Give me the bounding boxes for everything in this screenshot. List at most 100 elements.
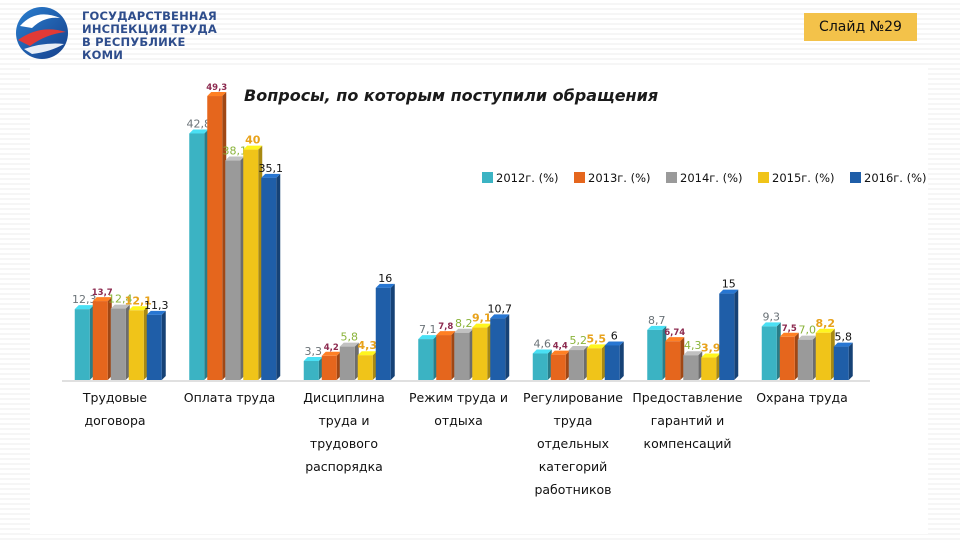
bar-3-2: [357, 355, 373, 380]
data-label-2-1: 38,1: [223, 145, 248, 158]
bar-1-4: [550, 354, 566, 380]
org-name-line3: В РЕСПУБЛИКЕ КОМИ: [82, 35, 186, 62]
legend-label-0: 2012г. (%): [496, 171, 559, 185]
data-label-3-6: 8,2: [816, 317, 836, 330]
category-label-line: договора: [84, 413, 146, 428]
data-label-3-0: 12,1: [125, 294, 152, 307]
bar-top: [189, 129, 209, 134]
bar-top: [719, 289, 739, 294]
data-label-4-4: 6: [611, 329, 618, 342]
data-label-1-3: 7,8: [438, 322, 453, 332]
org-name-line1: ГОСУДАРСТВЕННАЯ: [82, 9, 217, 23]
bar-top: [207, 92, 227, 97]
bar-side: [390, 283, 395, 380]
bar-1-5: [665, 341, 681, 380]
category-label-line: отдельных: [536, 436, 610, 451]
bar-top: [665, 337, 685, 342]
category-label-line: труда и: [318, 413, 370, 428]
bar-3-0: [128, 310, 144, 380]
bar-side: [734, 289, 739, 380]
bar-top: [550, 350, 570, 355]
data-label-3-1: 40: [245, 134, 261, 147]
category-label-3: Режим труда и отдыха: [403, 386, 515, 432]
bar-top: [74, 305, 94, 310]
category-label-line: компенсаций: [643, 436, 732, 451]
bar-top: [375, 283, 395, 288]
legend-swatch-2: [666, 172, 677, 183]
bar-top: [701, 353, 721, 358]
category-label-1: Оплата труда: [174, 386, 286, 409]
data-label-0-1: 42,8: [187, 117, 212, 130]
data-label-1-0: 13,7: [92, 288, 113, 298]
bar-3-3: [472, 327, 488, 380]
data-label-2-5: 4,3: [684, 339, 702, 352]
bar-side: [161, 310, 166, 380]
legend-label-2: 2014г. (%): [680, 171, 743, 185]
bar-top: [357, 351, 377, 356]
data-label-4-0: 11,3: [144, 299, 169, 312]
org-name-line2: ИНСПЕКЦИЯ ТРУДА: [82, 22, 218, 36]
bar-top: [110, 304, 130, 309]
bar-top: [436, 331, 456, 336]
bar-2-1: [225, 160, 241, 380]
category-label-line: Дисциплина: [303, 390, 385, 405]
bar-3-1: [243, 149, 259, 380]
bar-top: [454, 328, 474, 333]
data-label-0-0: 12,3: [72, 293, 97, 306]
legend-label-4: 2016г. (%): [864, 171, 927, 185]
bar-3-4: [586, 348, 602, 380]
data-label-3-3: 9,1: [472, 312, 492, 325]
bar-top: [418, 335, 438, 340]
legend-swatch-1: [574, 172, 585, 183]
category-label-line: Оплата труда: [183, 390, 276, 405]
category-label-line: работников: [534, 482, 612, 497]
legend-label-3: 2015г. (%): [772, 171, 835, 185]
category-label-line: труда: [553, 413, 593, 428]
bar-4-2: [375, 287, 391, 380]
category-label-line: гарантий и: [650, 413, 725, 428]
data-label-2-6: 7,0: [799, 324, 817, 337]
bar-top: [761, 322, 781, 327]
data-label-2-4: 5,2: [570, 334, 588, 347]
bar-2-4: [568, 350, 584, 380]
category-label-line: распорядка: [305, 459, 383, 474]
data-label-0-4: 4,6: [534, 338, 552, 351]
bar-4-3: [490, 318, 506, 380]
bar-3-6: [815, 332, 831, 380]
content-panel: [30, 68, 928, 534]
bar-2-0: [110, 308, 126, 380]
category-label-line: трудового: [309, 436, 379, 451]
bar-0-3: [418, 339, 434, 380]
bar-top: [815, 328, 835, 333]
bar-0-4: [532, 353, 548, 380]
bar-side: [848, 342, 853, 380]
data-label-3-2: 4,3: [358, 339, 378, 352]
bar-top: [604, 341, 624, 346]
bar-side: [619, 341, 624, 380]
bar-1-2: [321, 355, 337, 380]
data-label-3-4: 5,5: [587, 332, 607, 345]
bar-top: [683, 351, 703, 356]
bar-top: [586, 344, 606, 349]
bar-2-6: [797, 339, 813, 380]
data-label-4-1: 35,1: [259, 162, 284, 175]
data-label-2-2: 5,8: [341, 331, 359, 344]
bar-top: [339, 342, 359, 347]
bar-4-0: [146, 314, 162, 380]
bar-2-3: [454, 332, 470, 380]
bar-top: [92, 297, 112, 302]
bar-0-2: [303, 360, 319, 380]
bar-top: [797, 335, 817, 340]
bar-top: [472, 323, 492, 328]
category-label-6: Охрана труда: [746, 386, 858, 409]
category-label-4: Регулирование труда отдельных категорий рабо…: [517, 386, 629, 501]
legend-label-1: 2013г. (%): [588, 171, 651, 185]
legend-swatch-4: [850, 172, 861, 183]
category-label-line: Регулирование: [523, 390, 623, 405]
data-label-1-2: 4,2: [324, 343, 339, 353]
bar-side: [276, 173, 281, 380]
bar-4-6: [833, 346, 849, 380]
category-label-0: Трудовые договора: [59, 386, 171, 432]
bar-2-2: [339, 346, 355, 380]
